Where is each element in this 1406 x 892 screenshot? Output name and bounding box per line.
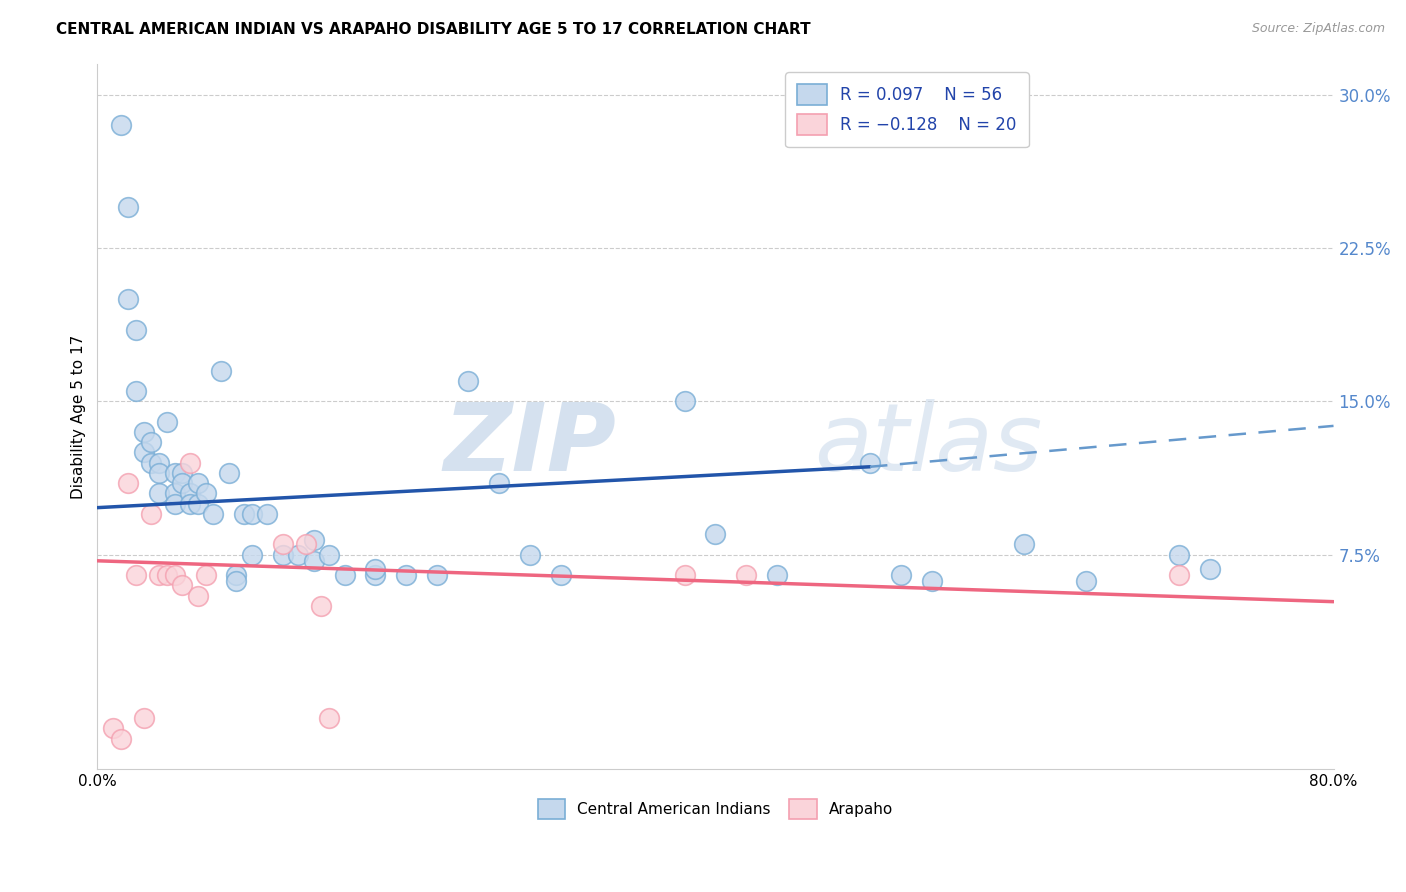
Point bbox=[318, 711, 340, 725]
Point bbox=[117, 200, 139, 214]
Point bbox=[766, 568, 789, 582]
Point bbox=[141, 507, 163, 521]
Point bbox=[395, 568, 418, 582]
Point bbox=[110, 119, 132, 133]
Point bbox=[187, 476, 209, 491]
Point bbox=[187, 589, 209, 603]
Point bbox=[141, 456, 163, 470]
Point bbox=[240, 507, 263, 521]
Point bbox=[225, 574, 247, 589]
Point bbox=[132, 425, 155, 439]
Point bbox=[172, 466, 194, 480]
Point bbox=[163, 466, 186, 480]
Point bbox=[194, 486, 217, 500]
Point bbox=[141, 435, 163, 450]
Point bbox=[117, 476, 139, 491]
Point bbox=[172, 578, 194, 592]
Point bbox=[163, 486, 186, 500]
Point bbox=[704, 527, 727, 541]
Text: Source: ZipAtlas.com: Source: ZipAtlas.com bbox=[1251, 22, 1385, 36]
Point bbox=[735, 568, 758, 582]
Point bbox=[256, 507, 278, 521]
Point bbox=[318, 548, 340, 562]
Point bbox=[172, 476, 194, 491]
Point bbox=[364, 568, 387, 582]
Point bbox=[156, 415, 179, 429]
Point bbox=[101, 722, 124, 736]
Point bbox=[125, 568, 148, 582]
Legend: Central American Indians, Arapaho: Central American Indians, Arapaho bbox=[531, 793, 900, 825]
Point bbox=[295, 537, 318, 551]
Y-axis label: Disability Age 5 to 17: Disability Age 5 to 17 bbox=[72, 334, 86, 499]
Point bbox=[132, 445, 155, 459]
Point bbox=[287, 548, 309, 562]
Point bbox=[859, 456, 882, 470]
Point bbox=[233, 507, 256, 521]
Point bbox=[125, 384, 148, 398]
Point bbox=[163, 568, 186, 582]
Point bbox=[125, 323, 148, 337]
Point bbox=[1076, 574, 1098, 589]
Point bbox=[156, 568, 179, 582]
Point bbox=[364, 562, 387, 576]
Point bbox=[110, 731, 132, 746]
Point bbox=[271, 548, 294, 562]
Point bbox=[148, 456, 170, 470]
Point bbox=[240, 548, 263, 562]
Text: atlas: atlas bbox=[814, 400, 1043, 491]
Point bbox=[209, 364, 232, 378]
Point bbox=[426, 568, 449, 582]
Point bbox=[117, 292, 139, 306]
Point bbox=[179, 497, 201, 511]
Point bbox=[550, 568, 572, 582]
Point bbox=[179, 456, 201, 470]
Point bbox=[148, 568, 170, 582]
Point bbox=[302, 533, 325, 548]
Point bbox=[519, 548, 541, 562]
Point bbox=[311, 599, 333, 613]
Point bbox=[218, 466, 240, 480]
Point bbox=[194, 568, 217, 582]
Point bbox=[890, 568, 912, 582]
Point bbox=[202, 507, 225, 521]
Point bbox=[187, 497, 209, 511]
Point bbox=[673, 568, 696, 582]
Point bbox=[1199, 562, 1222, 576]
Point bbox=[673, 394, 696, 409]
Point bbox=[302, 554, 325, 568]
Point bbox=[148, 466, 170, 480]
Point bbox=[179, 486, 201, 500]
Point bbox=[1014, 537, 1036, 551]
Point bbox=[488, 476, 510, 491]
Text: ZIP: ZIP bbox=[444, 399, 617, 491]
Point bbox=[921, 574, 943, 589]
Point bbox=[225, 568, 247, 582]
Point bbox=[132, 711, 155, 725]
Point bbox=[163, 497, 186, 511]
Point bbox=[1168, 548, 1191, 562]
Point bbox=[333, 568, 356, 582]
Text: CENTRAL AMERICAN INDIAN VS ARAPAHO DISABILITY AGE 5 TO 17 CORRELATION CHART: CENTRAL AMERICAN INDIAN VS ARAPAHO DISAB… bbox=[56, 22, 811, 37]
Point bbox=[148, 486, 170, 500]
Point bbox=[457, 374, 479, 388]
Point bbox=[271, 537, 294, 551]
Point bbox=[1168, 568, 1191, 582]
